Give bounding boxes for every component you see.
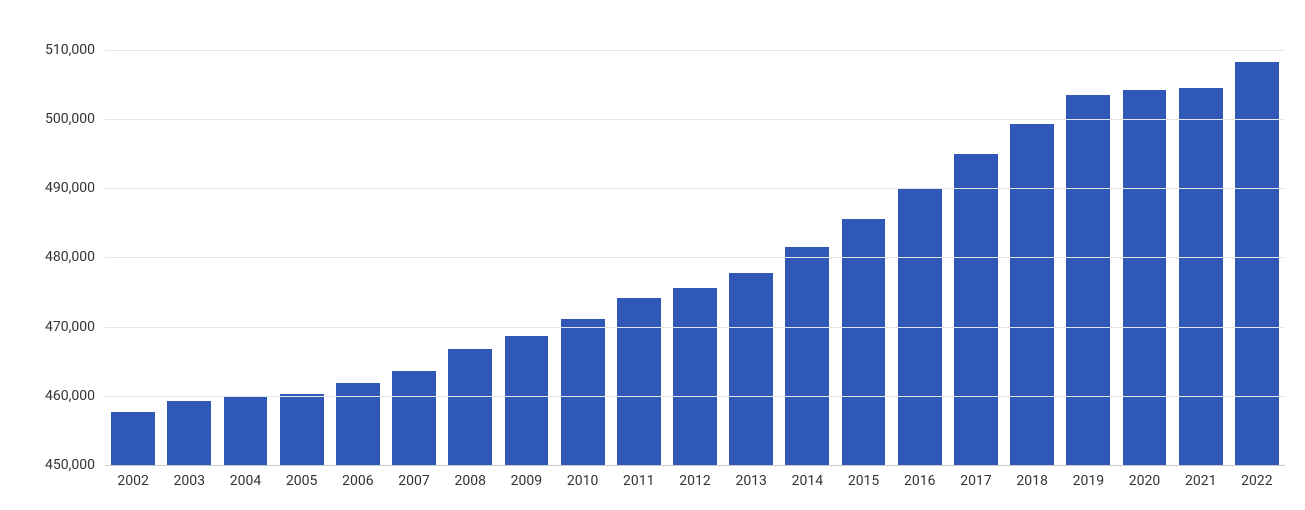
y-tick-label: 510,000: [45, 42, 105, 58]
bar: [729, 273, 773, 465]
x-tick-label: 2017: [960, 465, 991, 489]
bars-layer: [105, 15, 1285, 465]
x-tick-label: 2008: [454, 465, 485, 489]
gridline: [105, 119, 1285, 120]
x-tick-label: 2004: [230, 465, 261, 489]
bar: [1010, 124, 1054, 465]
y-tick-label: 480,000: [45, 249, 105, 265]
x-tick-label: 2018: [1016, 465, 1047, 489]
bar: [673, 288, 717, 465]
y-tick-label: 470,000: [45, 319, 105, 335]
bar: [167, 401, 211, 465]
bar: [392, 371, 436, 465]
x-tick-label: 2014: [792, 465, 823, 489]
x-tick-label: 2019: [1073, 465, 1104, 489]
bar: [561, 319, 605, 465]
y-tick-label: 460,000: [45, 388, 105, 404]
gridline: [105, 50, 1285, 51]
x-tick-label: 2010: [567, 465, 598, 489]
bar: [1179, 88, 1223, 465]
bar: [505, 336, 549, 465]
bar: [1123, 90, 1167, 465]
gridline: [105, 396, 1285, 397]
x-tick-label: 2003: [174, 465, 205, 489]
x-tick-label: 2007: [398, 465, 429, 489]
x-tick-label: 2016: [904, 465, 935, 489]
bar-chart: 450,000 460,000 470,000 480,000 490,000 500,0…: [0, 0, 1305, 510]
bar: [617, 298, 661, 465]
x-tick-label: 2015: [848, 465, 879, 489]
y-tick-label: 490,000: [45, 180, 105, 196]
bar: [448, 349, 492, 465]
bar: [1235, 62, 1279, 465]
x-tick-label: 2021: [1185, 465, 1216, 489]
bar: [954, 154, 998, 465]
x-tick-label: 2005: [286, 465, 317, 489]
bar: [111, 412, 155, 465]
bar: [842, 219, 886, 465]
y-tick-label: 500,000: [45, 111, 105, 127]
bar: [1066, 95, 1110, 465]
x-tick-label: 2012: [679, 465, 710, 489]
x-tick-label: 2006: [342, 465, 373, 489]
x-tick-label: 2009: [511, 465, 542, 489]
plot-area: 450,000460,000470,000480,000490,000500,0…: [105, 15, 1285, 465]
x-tick-label: 2020: [1129, 465, 1160, 489]
y-tick-label: 450,000: [45, 457, 105, 473]
x-tick-label: 2002: [117, 465, 148, 489]
gridline: [105, 257, 1285, 258]
bar: [785, 247, 829, 465]
gridline: [105, 327, 1285, 328]
bar: [280, 394, 324, 465]
x-tick-label: 2022: [1241, 465, 1272, 489]
x-tick-label: 2013: [735, 465, 766, 489]
gridline: [105, 188, 1285, 189]
x-tick-label: 2011: [623, 465, 654, 489]
bar: [224, 396, 268, 465]
